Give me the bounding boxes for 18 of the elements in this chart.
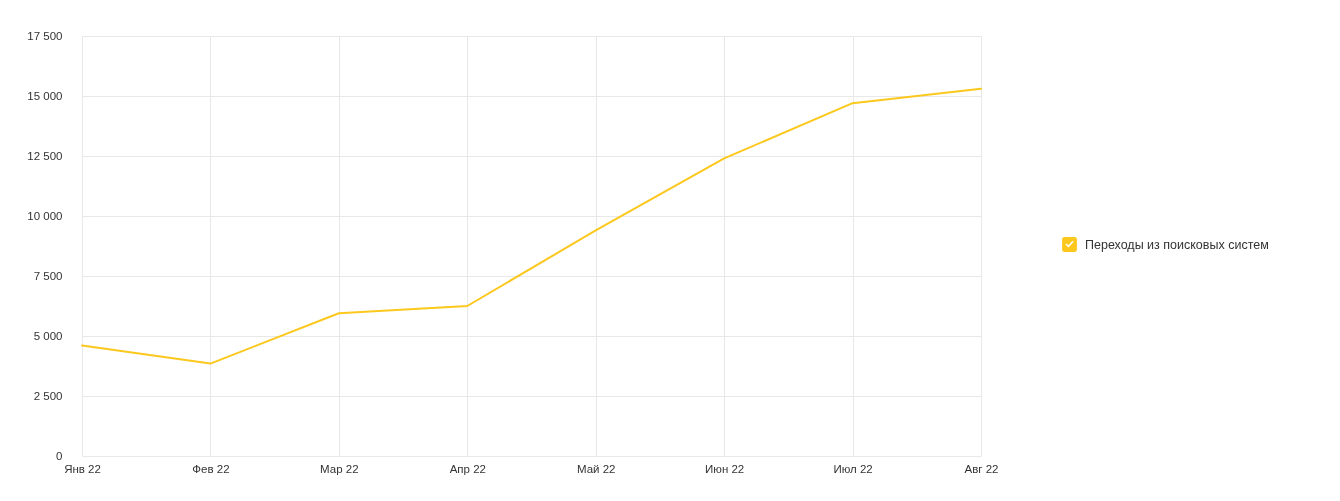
y-tick-label: 0 bbox=[56, 449, 63, 462]
x-tick-label: Июн 22 bbox=[705, 462, 745, 475]
x-tick-label: Янв 22 bbox=[64, 462, 101, 475]
x-tick-label: Июл 22 bbox=[833, 462, 873, 475]
legend-label: Переходы из поисковых систем bbox=[1085, 237, 1269, 252]
y-tick-label: 5 000 bbox=[33, 329, 63, 342]
line-series bbox=[81, 87, 982, 365]
y-tick-label: 10 000 bbox=[27, 209, 63, 222]
x-tick-label: Апр 22 bbox=[449, 462, 486, 475]
x-tick-label: Май 22 bbox=[576, 462, 616, 475]
x-tick-label: Авг 22 bbox=[964, 462, 999, 475]
y-tick-label: 17 500 bbox=[27, 29, 63, 42]
y-tick-label: 12 500 bbox=[27, 149, 63, 162]
y-tick-label: 15 000 bbox=[27, 89, 63, 102]
y-tick-label: 7 500 bbox=[33, 269, 63, 282]
y-tick-label: 2 500 bbox=[33, 389, 63, 402]
x-tick-label: Фев 22 bbox=[192, 462, 230, 475]
x-tick-label: Мар 22 bbox=[320, 462, 359, 475]
